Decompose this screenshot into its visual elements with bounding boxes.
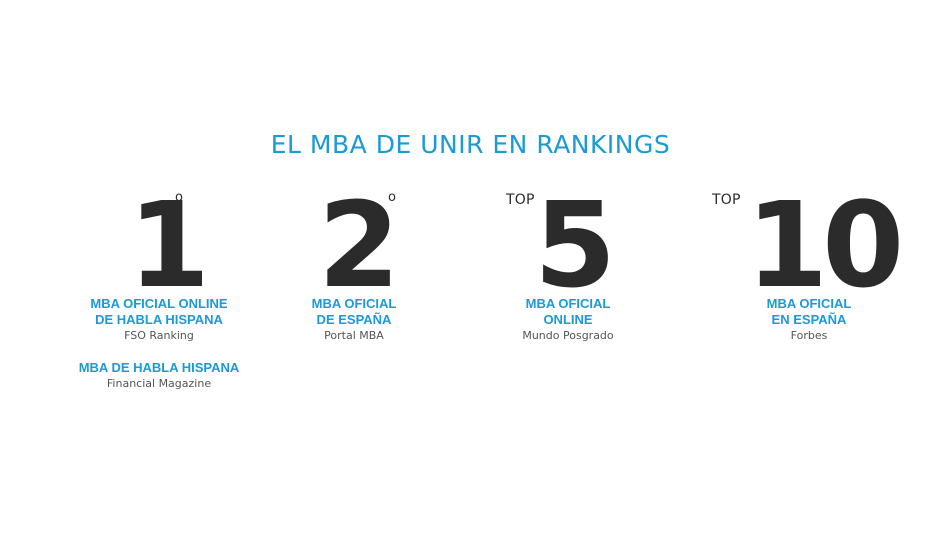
rank-source: FSO Ranking bbox=[124, 329, 194, 342]
ordinal-suffix: o bbox=[388, 190, 396, 205]
rank-label-line2: DE ESPAÑA bbox=[316, 312, 392, 327]
rank-label-line2: EN ESPAÑA bbox=[771, 312, 847, 327]
rank-extra-source: Financial Magazine bbox=[106, 377, 212, 390]
rank-label-line1: MBA OFICIAL bbox=[525, 296, 611, 311]
page-title: EL MBA DE UNIR EN RANKINGS bbox=[270, 130, 671, 159]
rank-source: Portal MBA bbox=[324, 329, 384, 342]
rank-source: Forbes bbox=[790, 329, 828, 342]
rank-number: 2 bbox=[318, 176, 400, 314]
rank-label-line1: MBA OFICIAL bbox=[766, 296, 852, 311]
ordinal-suffix: o bbox=[175, 190, 183, 205]
rank-number: 1 bbox=[128, 176, 210, 314]
rank-label-line2: DE HABLA HISPANA bbox=[95, 312, 223, 327]
rank-extra-label: MBA DE HABLA HISPANA bbox=[78, 360, 240, 375]
top-prefix: TOP bbox=[712, 192, 741, 208]
rank-number: 10 bbox=[746, 176, 904, 314]
rank-label-line1: MBA OFICIAL bbox=[311, 296, 397, 311]
top-prefix: TOP bbox=[506, 192, 535, 208]
rank-label-line1: MBA OFICIAL ONLINE bbox=[90, 296, 228, 311]
rank-number: 5 bbox=[534, 176, 616, 314]
rank-source: Mundo Posgrado bbox=[522, 329, 614, 342]
rank-label-line2: ONLINE bbox=[543, 312, 593, 327]
